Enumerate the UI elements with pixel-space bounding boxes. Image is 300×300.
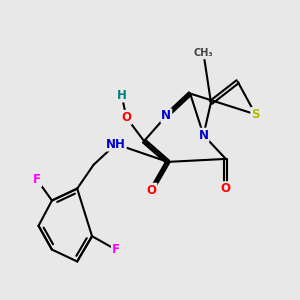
Text: N: N [199,129,208,142]
Text: H: H [117,88,127,101]
Text: CH₃: CH₃ [194,48,213,59]
Text: O: O [121,111,131,124]
Text: N: N [161,109,171,122]
Text: NH: NH [106,138,126,151]
Text: O: O [221,182,231,195]
Text: F: F [112,243,120,256]
Text: S: S [251,108,260,121]
Text: O: O [146,184,157,196]
Text: F: F [33,173,41,186]
